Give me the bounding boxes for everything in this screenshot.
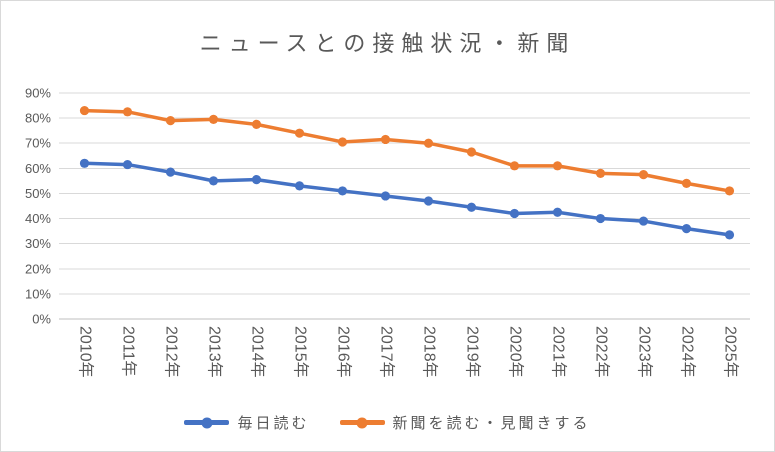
x-axis-label: 2012年 [163, 326, 181, 378]
y-axis-tick-label: 20% [25, 261, 51, 276]
x-axis-label: 2021年 [550, 326, 568, 378]
data-point [509, 161, 520, 171]
data-point [165, 167, 176, 177]
data-point [380, 191, 391, 201]
data-point [251, 175, 262, 185]
series-line-1 [82, 108, 732, 193]
x-axis-label: 2022年 [593, 326, 611, 378]
data-point [638, 170, 649, 180]
data-point [122, 159, 133, 170]
data-point [122, 107, 133, 117]
y-axis-tick-label: 0% [32, 312, 51, 327]
data-point [681, 224, 692, 234]
legend-marker-daily-read-icon [184, 417, 230, 428]
x-axis-label: 2010年 [77, 326, 95, 378]
chart-title: ニュースとの接触状況・新聞 [199, 31, 576, 56]
legend: 毎日読む 新聞を読む・見聞きする [1, 412, 774, 433]
x-axis-label: 2023年 [636, 326, 654, 378]
x-axis-label: 2018年 [421, 326, 439, 378]
x-axis-label: 2019年 [464, 326, 482, 378]
data-point [595, 168, 606, 178]
y-axis-tick-label: 50% [25, 186, 51, 201]
data-point [251, 119, 262, 129]
legend-dot-icon [201, 417, 213, 428]
data-point [208, 114, 219, 124]
legend-dot-icon [356, 417, 368, 428]
data-point [724, 186, 735, 196]
x-axis-label: 2020年 [507, 326, 525, 378]
y-axis-tick-label: 70% [25, 136, 51, 151]
series-line-0 [82, 161, 732, 237]
x-axis-label: 2014年 [249, 326, 267, 378]
data-point [294, 128, 305, 138]
x-axis-label: 2017年 [378, 326, 396, 378]
x-axis-label: 2015年 [292, 326, 310, 378]
y-axis-tick-label: 10% [25, 286, 51, 301]
legend-item-newspaper-contact: 新聞を読む・見聞きする [339, 412, 591, 433]
data-point [423, 196, 434, 206]
data-point [380, 134, 391, 145]
x-axis-label: 2025年 [722, 326, 740, 378]
x-axis-label: 2011年 [120, 326, 138, 376]
data-point [552, 207, 563, 217]
data-point [681, 178, 692, 188]
legend-label-daily-read: 毎日読む [237, 415, 310, 432]
data-point [724, 230, 735, 240]
x-axis-label: 2013年 [206, 326, 224, 378]
data-point [423, 138, 434, 148]
data-point [466, 147, 477, 157]
data-point [79, 158, 90, 168]
y-axis-tick-label: 30% [25, 236, 51, 251]
legend-item-daily-read: 毎日読む [184, 412, 309, 433]
legend-label-newspaper-contact: 新聞を読む・見聞きする [392, 415, 591, 432]
data-point [595, 213, 606, 224]
data-point [509, 208, 520, 219]
plot-area: 0% 10% 20% 30% 40% 50% 60% 70% 80% 90% 2010年 2011年 2… [25, 86, 750, 378]
x-axis-label: 2024年 [679, 326, 697, 378]
data-point [165, 116, 176, 126]
data-point [552, 161, 563, 171]
data-point [337, 137, 348, 147]
x-axis-label: 2016年 [335, 326, 353, 378]
legend-marker-newspaper-contact-icon [339, 417, 385, 428]
data-point [638, 216, 649, 226]
y-axis-tick-label: 60% [25, 161, 51, 176]
y-axis-tick-label: 90% [25, 86, 51, 101]
data-point [294, 181, 305, 191]
y-axis-tick-label: 40% [25, 211, 51, 226]
data-point [337, 186, 348, 196]
data-point [79, 105, 90, 116]
data-point [208, 176, 219, 186]
data-point [466, 202, 477, 212]
y-axis-tick-label: 80% [25, 111, 51, 126]
